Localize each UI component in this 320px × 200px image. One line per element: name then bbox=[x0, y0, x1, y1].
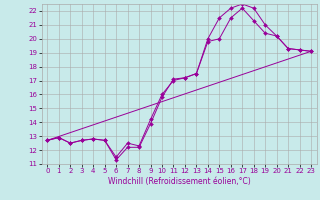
X-axis label: Windchill (Refroidissement éolien,°C): Windchill (Refroidissement éolien,°C) bbox=[108, 177, 251, 186]
